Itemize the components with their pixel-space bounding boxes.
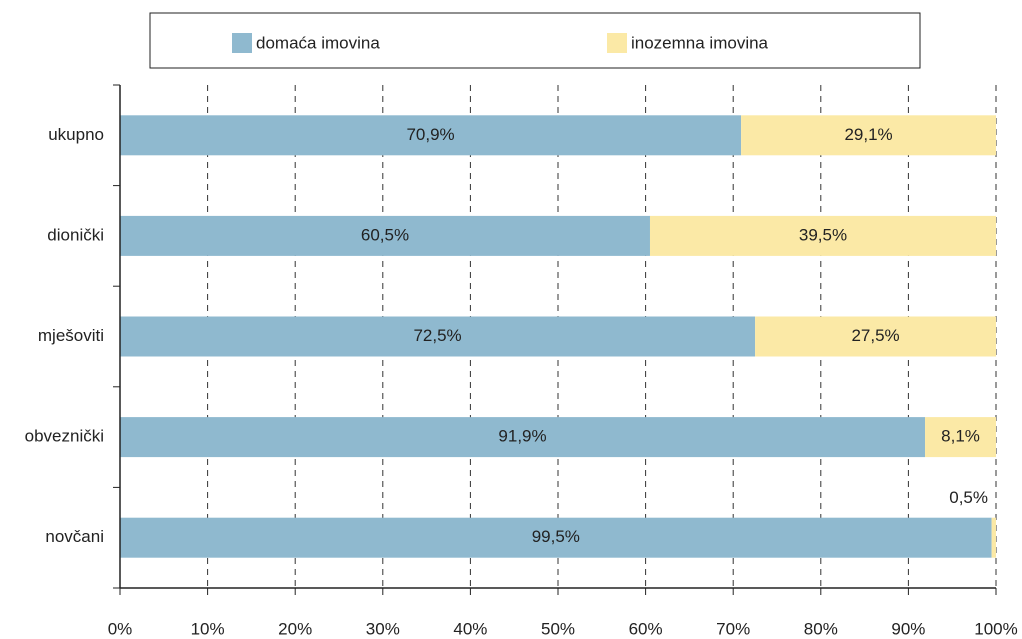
value-label: 27,5% — [851, 326, 899, 345]
x-tick-label: 70% — [716, 619, 750, 638]
value-label: 8,1% — [941, 427, 980, 446]
x-tick-label: 10% — [191, 619, 225, 638]
x-tick-label: 30% — [366, 619, 400, 638]
y-tick-label: dionički — [47, 225, 104, 244]
bar-segment — [120, 417, 926, 458]
y-tick-label: novčani — [45, 527, 104, 546]
value-label: 60,5% — [361, 225, 409, 244]
bar-segment — [991, 517, 996, 558]
legend-swatch — [232, 33, 252, 53]
x-tick-label: 0% — [108, 619, 133, 638]
bar-segment — [120, 517, 992, 558]
legend-box — [149, 12, 921, 69]
x-tick-label: 100% — [974, 619, 1017, 638]
y-tick-label: ukupno — [48, 125, 104, 144]
y-tick-label: obveznički — [25, 427, 104, 446]
x-tick-label: 50% — [541, 619, 575, 638]
bar-segment — [755, 316, 996, 357]
x-tick-label: 90% — [891, 619, 925, 638]
bar-segment — [741, 115, 996, 156]
x-tick-label: 40% — [453, 619, 487, 638]
legend-label: inozemna imovina — [631, 33, 769, 52]
value-label: 29,1% — [844, 125, 892, 144]
value-label: 39,5% — [799, 225, 847, 244]
value-label: 99,5% — [532, 527, 580, 546]
y-tick-label: mješoviti — [38, 326, 104, 345]
value-label: 72,5% — [413, 326, 461, 345]
bar-segment — [925, 417, 996, 458]
bar-segment — [120, 115, 742, 156]
x-tick-label: 60% — [629, 619, 663, 638]
legend-swatch — [607, 33, 627, 53]
x-tick-label: 80% — [804, 619, 838, 638]
value-label: 91,9% — [498, 427, 546, 446]
x-tick-label: 20% — [278, 619, 312, 638]
bar-segment — [120, 215, 650, 256]
value-label: 0,5% — [949, 488, 988, 507]
bar-segment — [120, 316, 756, 357]
bar-segment — [649, 215, 996, 256]
value-label: 70,9% — [406, 125, 454, 144]
legend-label: domaća imovina — [256, 33, 380, 52]
